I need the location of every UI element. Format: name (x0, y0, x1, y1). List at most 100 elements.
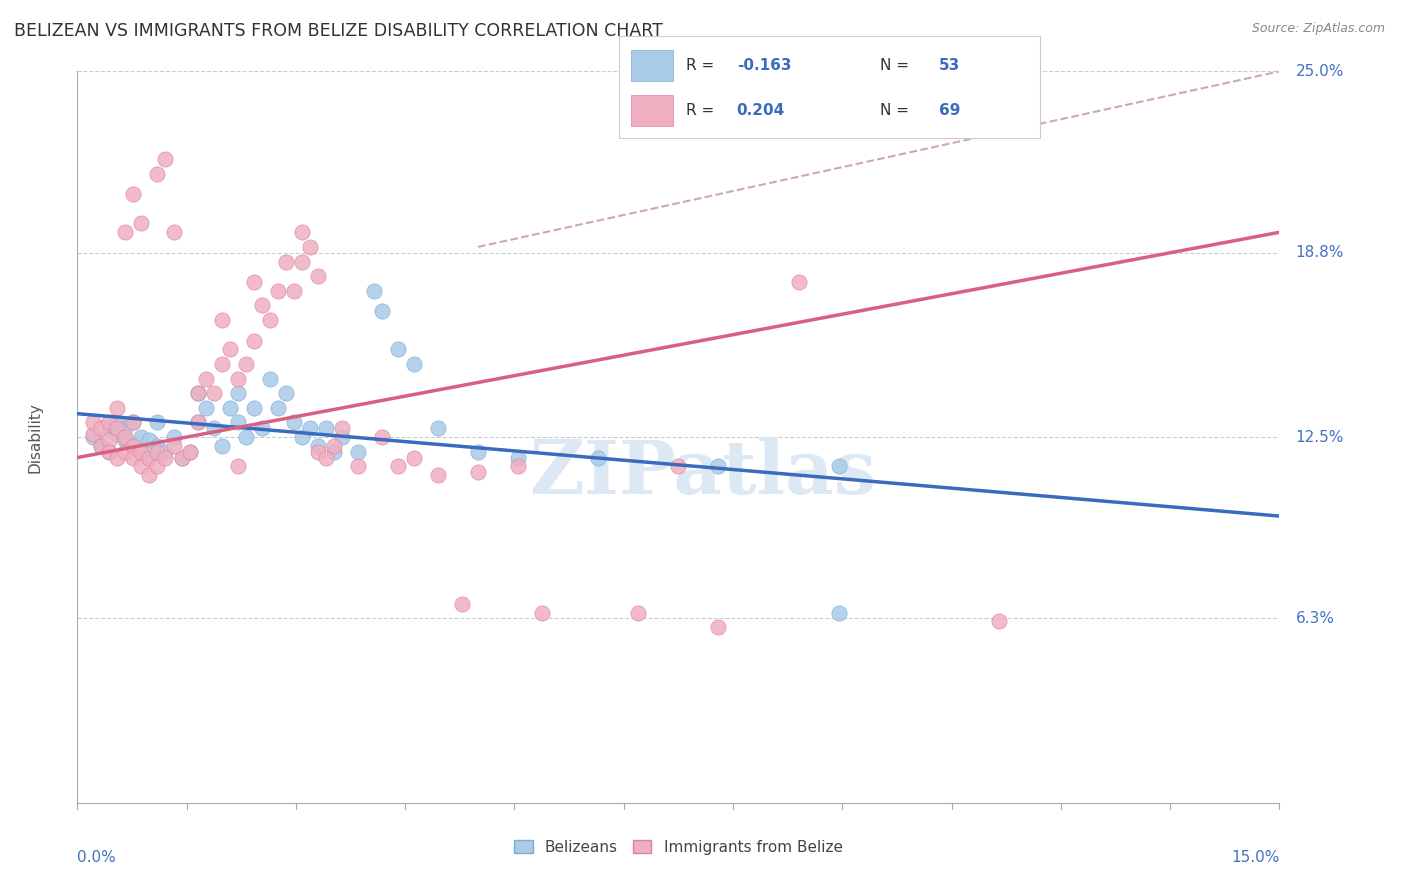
Point (114, 433, 136, 447)
Point (131, 444, 153, 458)
Point (186, 386, 209, 401)
Point (668, 459, 690, 474)
Point (131, 459, 153, 474)
Point (330, 430, 353, 444)
Text: Disability: Disability (28, 401, 42, 473)
Point (531, 606, 554, 620)
Point (122, 439, 145, 453)
Point (387, 343, 409, 357)
Point (402, 357, 425, 371)
Point (138, 433, 160, 447)
Point (291, 430, 314, 444)
Point (202, 386, 225, 401)
Point (226, 459, 249, 474)
Point (307, 439, 329, 453)
Text: ZIPatlas: ZIPatlas (529, 437, 876, 510)
Point (186, 416, 209, 430)
Point (242, 334, 264, 348)
Point (107, 416, 129, 430)
Point (98, 444, 121, 458)
Point (194, 401, 217, 415)
Point (259, 371, 281, 385)
Point (146, 416, 169, 430)
Point (122, 187, 145, 202)
Point (283, 284, 305, 298)
Point (170, 450, 193, 465)
Text: 0.204: 0.204 (737, 103, 785, 118)
Point (467, 465, 489, 479)
Point (155, 444, 177, 458)
Text: 6.3%: 6.3% (1295, 611, 1334, 626)
Point (226, 371, 249, 385)
Point (274, 254, 297, 268)
Point (451, 597, 474, 611)
Point (107, 450, 129, 465)
Point (250, 421, 273, 435)
Text: 53: 53 (939, 58, 960, 73)
Point (402, 450, 425, 465)
Point (242, 401, 264, 415)
Point (114, 430, 136, 444)
Point (347, 444, 370, 458)
Point (508, 450, 530, 465)
Point (107, 421, 129, 435)
Point (131, 444, 153, 458)
Point (707, 459, 730, 474)
Text: 0.0%: 0.0% (77, 850, 117, 865)
Text: 18.8%: 18.8% (1295, 245, 1344, 260)
Point (162, 439, 184, 453)
Text: -0.163: -0.163 (737, 58, 792, 73)
Text: N =: N = (880, 103, 914, 118)
Point (170, 450, 193, 465)
Point (322, 439, 344, 453)
Text: 12.5%: 12.5% (1295, 430, 1344, 444)
Point (90, 421, 112, 435)
Point (114, 444, 136, 458)
Text: 25.0%: 25.0% (1295, 64, 1344, 78)
Point (82, 427, 104, 442)
Point (138, 450, 160, 465)
Point (427, 468, 450, 483)
Point (267, 401, 290, 415)
FancyBboxPatch shape (631, 95, 673, 126)
Point (122, 416, 145, 430)
Point (107, 401, 129, 415)
Point (179, 444, 201, 458)
Point (322, 444, 344, 458)
Point (467, 444, 489, 458)
Point (131, 217, 153, 231)
Point (211, 439, 233, 453)
Point (155, 450, 177, 465)
Point (828, 459, 851, 474)
Text: 15.0%: 15.0% (1232, 850, 1279, 865)
Point (298, 421, 321, 435)
Point (146, 444, 169, 458)
Point (98, 433, 121, 447)
Point (122, 416, 145, 430)
Point (330, 421, 353, 435)
Point (114, 421, 136, 435)
Point (347, 459, 370, 474)
Point (211, 357, 233, 371)
Point (235, 357, 257, 371)
Point (707, 620, 730, 634)
Point (179, 444, 201, 458)
Point (259, 313, 281, 327)
Point (162, 430, 184, 444)
Point (250, 298, 273, 312)
Point (186, 386, 209, 401)
Point (90, 439, 112, 453)
Point (315, 450, 337, 465)
Point (98, 416, 121, 430)
Point (186, 416, 209, 430)
Point (508, 459, 530, 474)
FancyBboxPatch shape (631, 50, 673, 81)
Text: 69: 69 (939, 103, 960, 118)
Point (387, 459, 409, 474)
Point (427, 421, 450, 435)
Point (315, 421, 337, 435)
Text: N =: N = (880, 58, 914, 73)
Text: R =: R = (686, 103, 720, 118)
Point (226, 386, 249, 401)
Point (588, 450, 610, 465)
